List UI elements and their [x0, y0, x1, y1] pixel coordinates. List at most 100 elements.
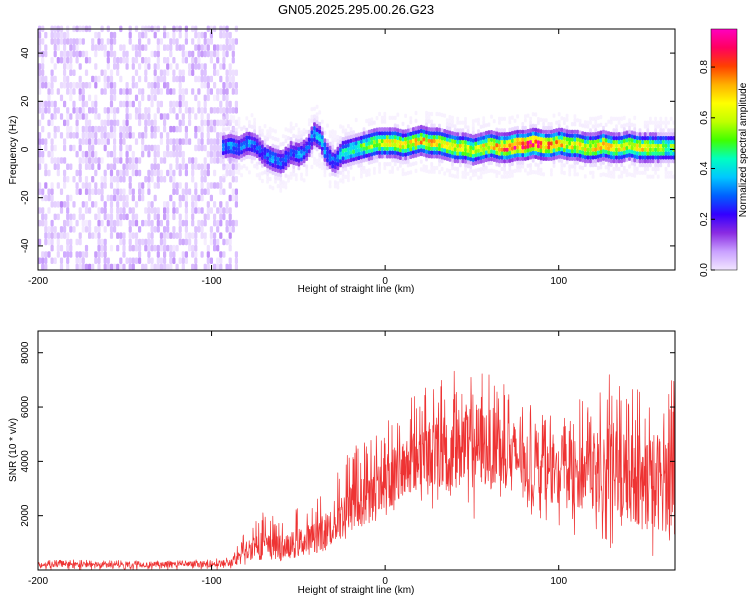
spectrogram-cell — [144, 31, 148, 39]
spectrogram-cell — [484, 138, 488, 143]
spectrogram-cell — [242, 133, 246, 138]
spectrogram-cell — [435, 142, 439, 147]
spectrogram-cell — [435, 138, 439, 144]
spectrogram-cell — [373, 132, 376, 137]
spectrogram-cell — [471, 169, 475, 174]
spectrogram-cell — [125, 119, 129, 127]
spectrogram-cell — [66, 132, 70, 139]
spectrogram-cell — [166, 219, 170, 227]
spectrogram-cell — [375, 131, 379, 136]
spectrogram-cell — [119, 138, 123, 145]
spectrogram-cell — [287, 151, 290, 156]
spectrogram-cell — [147, 188, 151, 195]
spectrogram-cell — [349, 146, 353, 151]
spectrogram-cell — [375, 116, 379, 121]
spectrogram-cell — [417, 133, 420, 138]
spectrogram-cell — [266, 164, 269, 169]
spectrogram-cell — [612, 170, 616, 175]
spectrogram-cell — [222, 188, 226, 195]
spectrogram-cell — [216, 226, 220, 233]
spectrogram-cell — [539, 148, 543, 153]
spectrogram-cell — [163, 232, 167, 239]
spectrogram-cell — [268, 161, 272, 166]
spectrogram-cell — [134, 238, 139, 246]
spectrogram-cell — [229, 157, 233, 162]
spectrogram-cell — [103, 132, 107, 139]
spectrogram-cell — [209, 194, 213, 202]
spectrogram-cell — [181, 100, 185, 108]
colorbar-tick-label: 0.2 — [699, 212, 710, 226]
spectrogram-cell — [227, 141, 230, 146]
spectrogram-cell — [360, 131, 363, 137]
spectrogram-cell — [654, 120, 657, 125]
spectrogram-cell — [147, 257, 151, 264]
spectrogram-cell — [602, 152, 605, 158]
spectrogram-cell — [565, 113, 569, 118]
spectrogram-cell — [44, 238, 48, 246]
spectrogram-cell — [328, 172, 332, 177]
spectrogram-cell — [445, 137, 449, 142]
spectrogram-cell — [50, 69, 54, 76]
spectrogram-cell — [622, 150, 626, 155]
spectrogram-cell — [570, 141, 574, 146]
spectrogram-cell — [393, 123, 397, 128]
spectrogram-cell — [100, 132, 104, 139]
spectrogram-cell — [607, 135, 611, 140]
spectrogram-cell — [203, 82, 207, 89]
spectrogram-cell — [234, 69, 238, 76]
spectrogram-cell — [310, 107, 314, 112]
spectrogram-cell — [539, 117, 543, 122]
spectrogram-cell — [172, 201, 176, 208]
spectrogram-cell — [106, 263, 110, 271]
spectrogram-cell — [503, 132, 506, 137]
spectrogram-cell — [141, 194, 145, 202]
spectrogram-cell — [50, 232, 54, 239]
spectrogram-cell — [175, 182, 179, 189]
spectrogram-cell — [378, 127, 381, 132]
spectrogram-cell — [651, 143, 655, 148]
spectrogram-cell — [445, 133, 449, 138]
spectrogram-cell — [228, 257, 232, 264]
spectrogram-cell — [69, 50, 73, 58]
spectrogram-cell — [150, 119, 154, 127]
spectrogram-cell — [178, 194, 182, 202]
spectrogram-cell — [354, 156, 358, 161]
spectrogram-cell — [141, 132, 145, 139]
spectrogram-cell — [147, 251, 151, 258]
spectrogram-cell — [445, 145, 449, 150]
spectrogram-cell — [628, 118, 631, 123]
spectrogram-cell — [188, 232, 192, 239]
spectrogram-cell — [59, 257, 64, 264]
spectrogram-cell — [482, 139, 486, 144]
spectrogram-cell — [150, 125, 154, 133]
spectrogram-cell — [163, 82, 167, 89]
spectrogram-cell — [138, 238, 142, 246]
spectrogram-cell — [119, 144, 123, 152]
spectrogram-cell — [354, 141, 358, 146]
spectrogram-cell — [178, 119, 182, 127]
spectrogram-cell — [438, 170, 441, 175]
spectrogram-cell — [109, 50, 114, 58]
spectrogram-cell — [542, 122, 545, 127]
spectrogram-cell — [323, 130, 327, 135]
spectrogram-cell — [41, 50, 45, 58]
spectrogram-cell — [604, 142, 608, 147]
spectrogram-cell — [53, 257, 57, 264]
spectrogram-cell — [516, 133, 519, 138]
spectrogram-cell — [464, 140, 467, 145]
spectrogram-cell — [141, 182, 145, 189]
spectrogram-cell — [94, 113, 98, 120]
spectrogram-cell — [219, 150, 223, 158]
spectrogram-cell — [203, 63, 207, 70]
spectrogram-cell — [44, 163, 48, 170]
spectrogram-cell — [419, 128, 423, 133]
spectrogram-cell — [347, 150, 350, 156]
spectrogram-cell — [508, 166, 512, 171]
spectrogram-cell — [430, 135, 434, 140]
spectrogram-cell — [596, 154, 600, 159]
spectrogram-cell — [150, 263, 154, 271]
spectrogram-cell — [166, 69, 170, 76]
spectrogram-cell — [232, 157, 236, 162]
spectrogram-cell — [560, 162, 564, 167]
spectrogram-cell — [38, 219, 42, 227]
